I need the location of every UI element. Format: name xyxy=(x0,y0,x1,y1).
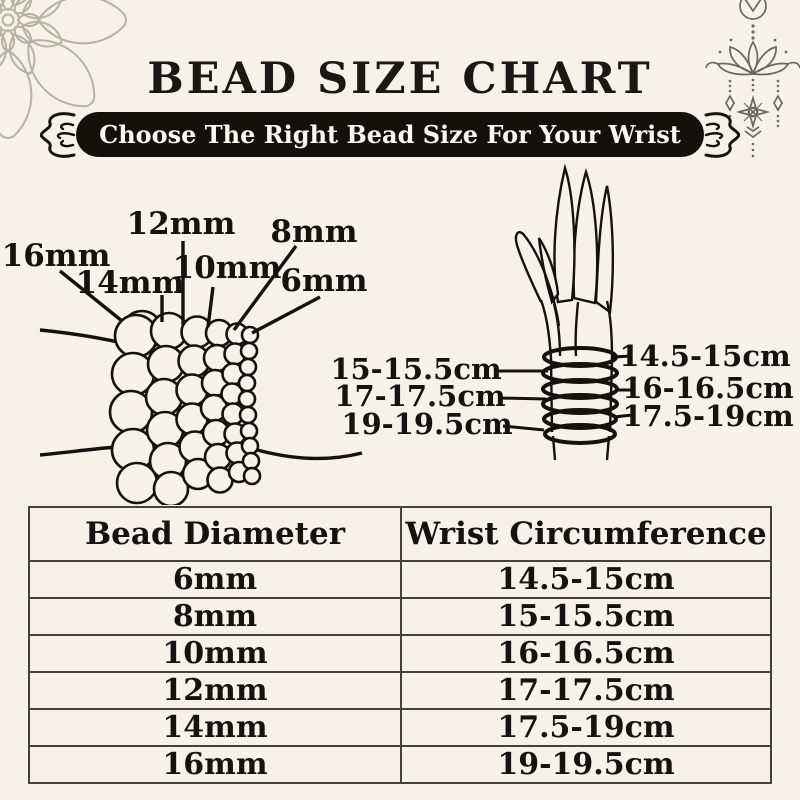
table-cell-bead-diameter: 6mm xyxy=(172,562,258,597)
table-cell-wrist-circumference: 17.5-19cm xyxy=(400,710,770,745)
size-table-header-wrist-circumference: Wrist Circumference xyxy=(400,508,770,560)
bead-label-16mm: 16mm xyxy=(1,238,111,274)
wrist-label-15-15.5cm: 15-15.5cm xyxy=(330,352,502,386)
table-row: 16mm 19-19.5cm xyxy=(30,745,770,782)
table-cell-wrist-circumference: 15-15.5cm xyxy=(400,599,770,634)
wrist-label-17.5-19cm: 17.5-19cm xyxy=(622,399,794,433)
flourish-right-icon xyxy=(704,112,740,158)
table-cell-bead-diameter: 12mm xyxy=(162,673,268,708)
bead-label-14mm: 14mm xyxy=(75,265,185,301)
wrist-label-16-16.5cm: 16-16.5cm xyxy=(622,371,794,405)
size-table-header-row: Bead Diameter Wrist Circumference xyxy=(30,508,770,560)
bead-label-8mm: 8mm xyxy=(270,214,358,250)
table-cell-bead-diameter: 8mm xyxy=(172,599,258,634)
table-cell-wrist-circumference: 19-19.5cm xyxy=(400,747,770,782)
table-cell-bead-diameter: 10mm xyxy=(162,636,268,671)
table-cell-wrist-circumference: 14.5-15cm xyxy=(400,562,770,597)
bead-label-10mm: 10mm xyxy=(172,250,282,286)
table-cell-bead-diameter: 16mm xyxy=(162,747,268,782)
table-cell-bead-diameter: 14mm xyxy=(162,710,268,745)
banner-pill: Choose The Right Bead Size For Your Wris… xyxy=(76,112,704,157)
hand-illustration xyxy=(497,163,633,461)
wrist-label-14.5-15cm: 14.5-15cm xyxy=(619,339,791,373)
wrist-label-17-17.5cm: 17-17.5cm xyxy=(334,379,506,413)
bead-strands-illustration xyxy=(39,241,363,505)
mandala-flower-icon xyxy=(0,0,127,139)
wrist-label-19-19.5cm: 19-19.5cm xyxy=(341,407,513,441)
illustrations xyxy=(39,163,633,505)
banner-text: Choose The Right Bead Size For Your Wris… xyxy=(99,120,681,149)
table-row: 8mm 15-15.5cm xyxy=(30,597,770,634)
table-cell-wrist-circumference: 16-16.5cm xyxy=(400,636,770,671)
size-table: Bead Diameter Wrist Circumference 6mm 14… xyxy=(28,506,772,784)
page-title: BEAD SIZE CHART xyxy=(147,54,653,104)
table-row: 14mm 17.5-19cm xyxy=(30,708,770,745)
bead-label-12mm: 12mm xyxy=(126,206,236,242)
bead-label-6mm: 6mm xyxy=(280,263,368,299)
table-row: 12mm 17-17.5cm xyxy=(30,671,770,708)
size-table-header-bead-diameter: Bead Diameter xyxy=(84,516,346,552)
flourish-left-icon xyxy=(40,112,76,158)
table-row: 10mm 16-16.5cm xyxy=(30,634,770,671)
table-row: 6mm 14.5-15cm xyxy=(30,560,770,597)
table-cell-wrist-circumference: 17-17.5cm xyxy=(400,673,770,708)
